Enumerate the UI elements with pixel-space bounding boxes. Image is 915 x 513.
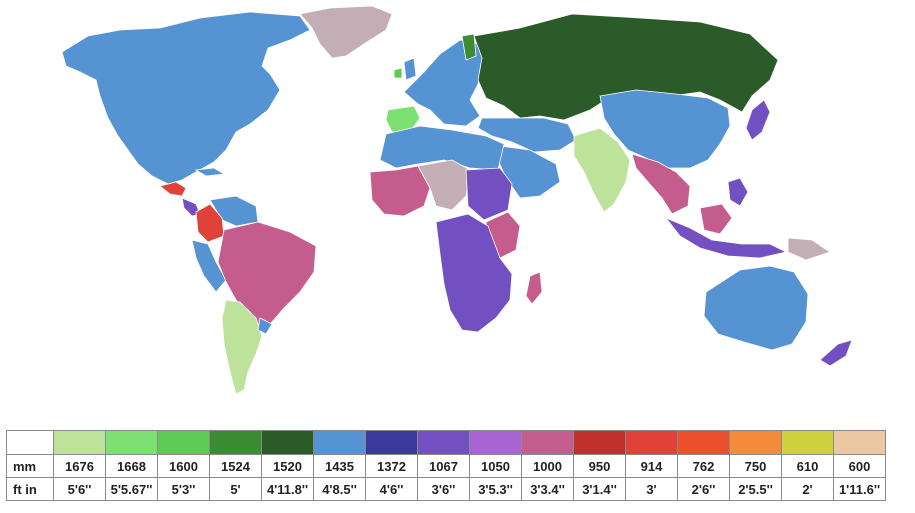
region-west-africa-1000[interactable]	[369, 165, 431, 217]
region-turkey-iran-1435[interactable]	[477, 117, 577, 153]
region-india[interactable]	[573, 127, 631, 213]
legend-ftin-value: 2'	[781, 477, 834, 501]
legend-ftin-value: 5'5.67''	[105, 477, 158, 501]
legend-ftin-value: 3'1.4''	[573, 477, 626, 501]
legend-ftin-value: 1'11.6''	[833, 477, 886, 501]
legend-ftin-value: 2'5.5''	[729, 477, 782, 501]
legend-mm-value: 1520	[261, 454, 314, 478]
legend-ftin-value: 4'6''	[365, 477, 418, 501]
region-cuba[interactable]	[194, 167, 226, 177]
legend-mm-label: mm	[6, 454, 54, 478]
legend-mm-value: 1600	[157, 454, 210, 478]
region-north-america[interactable]	[61, 11, 311, 185]
region-greenland[interactable]	[299, 5, 393, 59]
region-ireland[interactable]	[393, 67, 403, 79]
region-borneo[interactable]	[699, 203, 733, 235]
region-uruguay[interactable]	[257, 317, 273, 335]
legend-ftin-value: 3'6''	[417, 477, 470, 501]
legend-ftin-value: 5'3''	[157, 477, 210, 501]
legend-mm-value: 610	[781, 454, 834, 478]
region-new-guinea[interactable]	[787, 237, 831, 261]
region-new-zealand[interactable]	[819, 339, 853, 367]
legend-swatch	[209, 430, 262, 455]
legend-swatch	[625, 430, 678, 455]
region-europe-1435[interactable]	[403, 39, 485, 127]
region-sahara-unknown[interactable]	[417, 159, 471, 211]
region-australia[interactable]	[703, 265, 809, 351]
legend-ftin-value: 4'11.8''	[261, 477, 314, 501]
legend-ftin-row: ft in 5'6'' 5'5.67'' 5'3'' 5' 4'11.8'' 4'8.5'…	[6, 477, 886, 501]
legend-mm-value: 950	[573, 454, 626, 478]
legend-ftin-value: 5'	[209, 477, 262, 501]
legend-swatch-row	[6, 430, 886, 455]
region-southern-africa-1067[interactable]	[435, 213, 513, 333]
legend-swatch	[677, 430, 730, 455]
region-madagascar[interactable]	[525, 271, 543, 305]
legend-mm-row: mm 1676 1668 1600 1524 1520 1435 1372 1067 1050 1…	[6, 454, 886, 478]
legend-mm-value: 1676	[53, 454, 106, 478]
region-sudan-1067[interactable]	[465, 167, 513, 221]
legend-mm-value: 1000	[521, 454, 574, 478]
gauge-legend-table: mm 1676 1668 1600 1524 1520 1435 1372 1067 1050 1…	[6, 430, 886, 501]
legend-mm-value: 1668	[105, 454, 158, 478]
legend-mm-value: 1050	[469, 454, 522, 478]
legend-ftin-value: 2'6''	[677, 477, 730, 501]
legend-swatch	[313, 430, 366, 455]
region-arabia[interactable]	[497, 145, 561, 199]
legend-mm-value: 914	[625, 454, 678, 478]
region-uk[interactable]	[403, 57, 417, 81]
legend-swatch	[833, 430, 886, 455]
region-japan[interactable]	[745, 99, 771, 141]
legend-mm-value: 600	[833, 454, 886, 478]
region-china[interactable]	[599, 89, 731, 169]
region-argentina-chile[interactable]	[221, 299, 263, 395]
legend-swatch	[521, 430, 574, 455]
world-rail-gauge-map	[61, 5, 853, 395]
legend-swatch	[781, 430, 834, 455]
legend-mm-value: 1524	[209, 454, 262, 478]
legend-mm-value: 1372	[365, 454, 418, 478]
legend-mm-value: 1435	[313, 454, 366, 478]
legend-swatch	[469, 430, 522, 455]
legend-swatch	[53, 430, 106, 455]
legend-swatch	[157, 430, 210, 455]
legend-ftin-value: 5'6''	[53, 477, 106, 501]
legend-ftin-label: ft in	[6, 477, 54, 501]
legend-mm-value: 762	[677, 454, 730, 478]
legend-mm-value: 1067	[417, 454, 470, 478]
region-finland[interactable]	[461, 33, 477, 61]
legend-swatch	[105, 430, 158, 455]
region-russia[interactable]	[473, 13, 779, 121]
region-indonesia-1067[interactable]	[664, 217, 788, 259]
legend-swatch	[729, 430, 782, 455]
legend-swatch	[417, 430, 470, 455]
region-central-america-914[interactable]	[159, 181, 187, 197]
region-ecuador-peru[interactable]	[191, 239, 227, 293]
region-philippines[interactable]	[727, 177, 749, 207]
legend-swatch	[261, 430, 314, 455]
legend-swatch	[365, 430, 418, 455]
legend-ftin-value: 3'5.3''	[469, 477, 522, 501]
legend-corner-cell	[6, 430, 54, 455]
legend-ftin-value: 3'	[625, 477, 678, 501]
region-southeast-asia-1000[interactable]	[631, 153, 691, 215]
legend-ftin-value: 4'8.5''	[313, 477, 366, 501]
legend-swatch	[573, 430, 626, 455]
legend-mm-value: 750	[729, 454, 782, 478]
legend-ftin-value: 3'3.4''	[521, 477, 574, 501]
